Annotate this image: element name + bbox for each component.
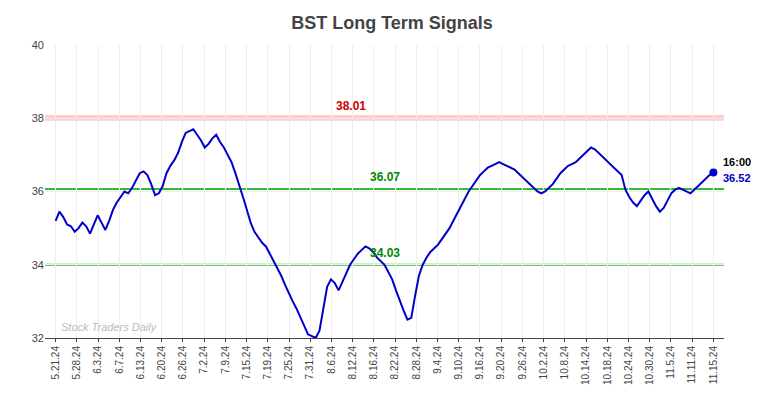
svg-text:10.2.24: 10.2.24 bbox=[538, 346, 549, 380]
svg-text:8.6.24: 8.6.24 bbox=[326, 346, 337, 374]
svg-text:7.15.24: 7.15.24 bbox=[241, 346, 252, 380]
svg-text:38.01: 38.01 bbox=[336, 99, 366, 113]
svg-text:7.31.24: 7.31.24 bbox=[304, 346, 315, 380]
svg-text:36: 36 bbox=[32, 185, 44, 197]
svg-text:BST Long Term Signals: BST Long Term Signals bbox=[291, 13, 493, 33]
svg-text:36.52: 36.52 bbox=[723, 172, 751, 184]
svg-text:9.26.24: 9.26.24 bbox=[517, 346, 528, 380]
svg-text:7.9.24: 7.9.24 bbox=[220, 346, 231, 374]
svg-text:11.15.24: 11.15.24 bbox=[708, 346, 719, 385]
svg-text:6.13.24: 6.13.24 bbox=[135, 346, 146, 380]
svg-text:8.22.24: 8.22.24 bbox=[389, 346, 400, 380]
svg-text:9.16.24: 9.16.24 bbox=[474, 346, 485, 380]
svg-text:34.03: 34.03 bbox=[370, 246, 400, 260]
svg-text:8.16.24: 8.16.24 bbox=[368, 346, 379, 380]
svg-text:11.11.24: 11.11.24 bbox=[686, 346, 697, 384]
svg-text:Stock Traders Daily: Stock Traders Daily bbox=[61, 321, 158, 333]
svg-text:34: 34 bbox=[32, 259, 44, 271]
svg-text:9.10.24: 9.10.24 bbox=[453, 346, 464, 380]
svg-text:6.20.24: 6.20.24 bbox=[156, 346, 167, 380]
svg-text:7.25.24: 7.25.24 bbox=[283, 346, 294, 380]
svg-text:10.8.24: 10.8.24 bbox=[559, 346, 570, 380]
svg-text:38: 38 bbox=[32, 112, 44, 124]
svg-text:6.26.24: 6.26.24 bbox=[177, 346, 188, 380]
svg-text:40: 40 bbox=[32, 39, 44, 51]
svg-text:7.19.24: 7.19.24 bbox=[262, 346, 273, 380]
svg-text:6.7.24: 6.7.24 bbox=[114, 346, 125, 374]
svg-text:36.07: 36.07 bbox=[370, 170, 400, 184]
svg-text:11.5.24: 11.5.24 bbox=[665, 346, 676, 379]
svg-text:32: 32 bbox=[32, 332, 44, 344]
svg-text:8.28.24: 8.28.24 bbox=[411, 346, 422, 380]
svg-text:9.4.24: 9.4.24 bbox=[432, 346, 443, 374]
svg-text:6.3.24: 6.3.24 bbox=[92, 346, 103, 374]
svg-text:5.21.24: 5.21.24 bbox=[50, 346, 61, 380]
svg-text:8.12.24: 8.12.24 bbox=[347, 346, 358, 380]
svg-text:10.14.24: 10.14.24 bbox=[580, 346, 591, 385]
svg-text:10.30.24: 10.30.24 bbox=[644, 346, 655, 385]
svg-text:10.24.24: 10.24.24 bbox=[623, 346, 634, 385]
svg-text:7.2.24: 7.2.24 bbox=[198, 346, 209, 374]
svg-text:5.28.24: 5.28.24 bbox=[71, 346, 82, 380]
svg-text:10.18.24: 10.18.24 bbox=[602, 346, 613, 385]
svg-text:16:00: 16:00 bbox=[723, 156, 751, 168]
svg-text:9.20.24: 9.20.24 bbox=[495, 346, 506, 380]
